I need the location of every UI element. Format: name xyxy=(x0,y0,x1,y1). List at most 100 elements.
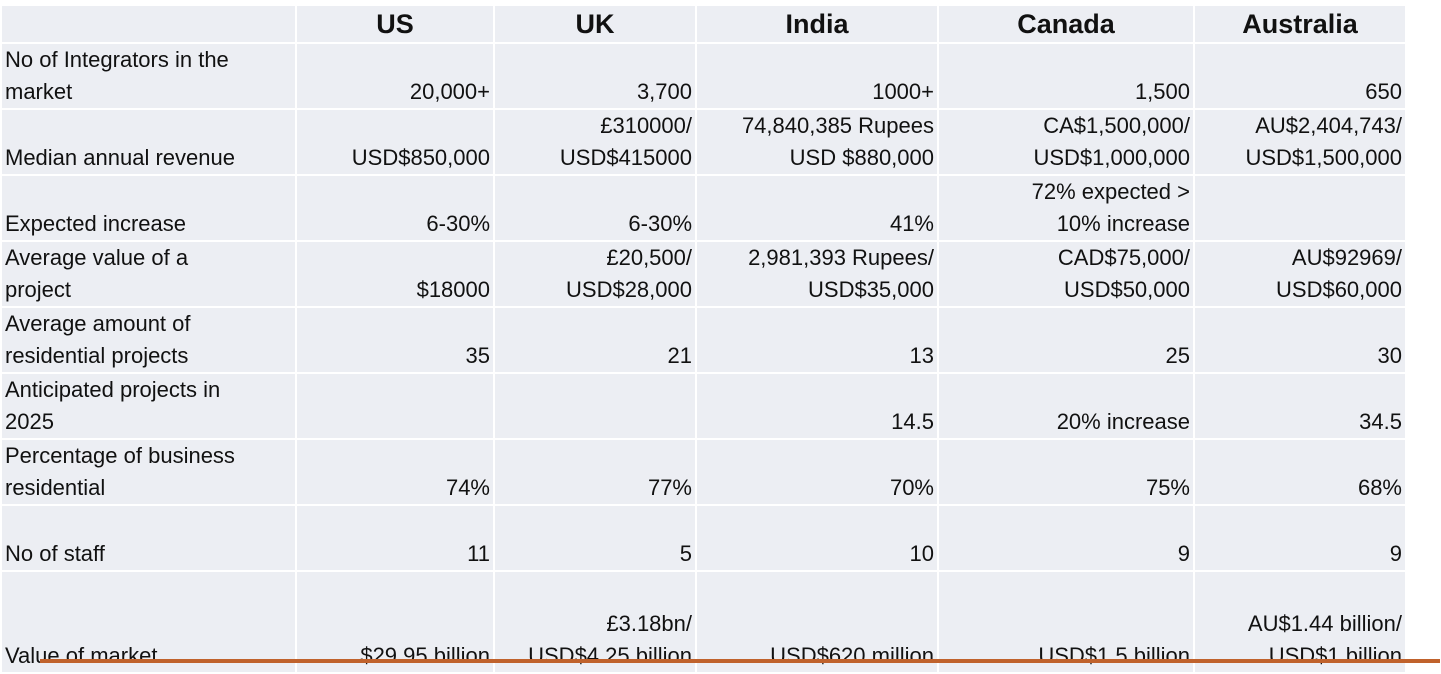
cell-value-line: 10% increase xyxy=(1056,211,1190,236)
cell-canada: CA$1,500,000/USD$1,000,000 xyxy=(939,110,1193,174)
cell-canada: 25 xyxy=(939,308,1193,372)
cell-us: 20,000+ xyxy=(297,44,493,108)
header-australia: Australia xyxy=(1195,6,1405,42)
row-label-line: residential xyxy=(5,475,106,500)
cell-value-line: 75% xyxy=(1145,475,1190,500)
cell-canada: 72% expected > 10% increase xyxy=(939,176,1193,240)
cell-value-line: USD$35,000 xyxy=(808,277,934,302)
row-label-line: Anticipated projects in xyxy=(5,377,221,402)
row-label-line: No of Integrators in the xyxy=(5,47,229,72)
cell-value-line xyxy=(498,406,692,438)
cell-value-line: 21 xyxy=(667,343,692,368)
cell-value-line: USD$1,000,000 xyxy=(1033,145,1190,170)
header-uk: UK xyxy=(495,6,695,42)
cell-value-line: 9 xyxy=(1389,541,1402,566)
table-row: Average value of a project $18000 £20,500/U… xyxy=(2,242,1405,306)
cell-uk: £310000/USD$415000 xyxy=(495,110,695,174)
cell-uk: £3.18bn/USD$4.25 billion xyxy=(495,572,695,672)
header-row: US UK India Canada Australia xyxy=(2,6,1405,42)
row-label-line: Expected increase xyxy=(5,211,186,236)
header-canada: Canada xyxy=(939,6,1193,42)
cell-us: 35 xyxy=(297,308,493,372)
row-label-line xyxy=(5,608,292,640)
header-blank xyxy=(2,6,295,42)
cell-value-line: CA$1,500,000/ xyxy=(1043,113,1190,138)
cell-value-line: 35 xyxy=(465,343,490,368)
cell-uk: 6-30% xyxy=(495,176,695,240)
cell-india: 13 xyxy=(697,308,937,372)
row-label-line: 2025 xyxy=(5,409,54,434)
cell-india: 2,981,393 Rupees/USD$35,000 xyxy=(697,242,937,306)
row-label-line: Median annual revenue xyxy=(5,145,235,170)
cell-us: $29.95 billion xyxy=(297,572,493,672)
cell-canada: 1,500 xyxy=(939,44,1193,108)
row-label-line: No of staff xyxy=(5,541,105,566)
table-row: No of Integrators in the market 20,000+ 3,7… xyxy=(2,44,1405,108)
cell-value-line: 20% increase xyxy=(1056,409,1190,434)
row-label: No of staff xyxy=(2,506,295,570)
cell-value-line: 6-30% xyxy=(426,211,490,236)
cell-value-line: AU$1.44 billion/ xyxy=(1247,611,1402,636)
cell-uk: £20,500/USD$28,000 xyxy=(495,242,695,306)
cell-value-line: USD$4.25 billion xyxy=(528,643,692,668)
cell-value-line: 1000+ xyxy=(872,79,934,104)
cell-australia: 34.5 xyxy=(1195,374,1405,438)
cell-australia: 30 xyxy=(1195,308,1405,372)
row-label: No of Integrators in the market xyxy=(2,44,295,108)
cell-uk xyxy=(495,374,695,438)
cell-australia: 650 xyxy=(1195,44,1405,108)
cell-value-line: 41% xyxy=(889,211,934,236)
cell-value-line: 13 xyxy=(909,343,934,368)
row-label-line xyxy=(5,176,292,208)
cell-value-line: 14.5 xyxy=(891,409,934,434)
cell-value-line: 5 xyxy=(679,541,692,566)
row-label-line: residential projects xyxy=(5,343,189,368)
cell-australia: AU$2,404,743/USD$1,500,000 xyxy=(1195,110,1405,174)
cell-us: 6-30% xyxy=(297,176,493,240)
cell-value-line: 72% expected > xyxy=(1031,179,1190,204)
cell-value-line: USD$1 billion xyxy=(1268,643,1402,668)
cell-value-line: USD $880,000 xyxy=(789,145,934,170)
comparison-table: US UK India Canada Australia No of Integ… xyxy=(0,4,1407,674)
cell-value-line: 30 xyxy=(1377,343,1402,368)
cell-value-line: 34.5 xyxy=(1359,409,1402,434)
cell-value-line xyxy=(300,406,490,438)
cell-us: USD$850,000 xyxy=(297,110,493,174)
cell-canada: 9 xyxy=(939,506,1193,570)
cell-canada: 75% xyxy=(939,440,1193,504)
row-label-line: Value of market xyxy=(5,643,158,668)
row-label: Average amount of residential projects xyxy=(2,308,295,372)
cell-value-line: USD$1,500,000 xyxy=(1245,145,1402,170)
cell-australia: 9 xyxy=(1195,506,1405,570)
cell-australia: 68% xyxy=(1195,440,1405,504)
cell-uk: 5 xyxy=(495,506,695,570)
cell-australia: AU$1.44 billion/USD$1 billion xyxy=(1195,572,1405,672)
cell-value-line: 1,500 xyxy=(1134,79,1190,104)
cell-value-line: USD$850,000 xyxy=(351,145,490,170)
cell-value-line: USD$1.5 billion xyxy=(1038,643,1190,668)
cell-value-line: USD$620 million xyxy=(770,643,934,668)
cell-uk: 3,700 xyxy=(495,44,695,108)
cell-value-line: £20,500/ xyxy=(606,245,692,270)
cell-india: 70% xyxy=(697,440,937,504)
table-row: Average amount of residential projects 35 2… xyxy=(2,308,1405,372)
cell-value-line: USD$50,000 xyxy=(1064,277,1190,302)
accent-divider xyxy=(40,659,1440,663)
cell-value-line xyxy=(1198,208,1402,240)
row-label-line: Average value of a xyxy=(5,245,189,270)
cell-us xyxy=(297,374,493,438)
cell-value-line: 9 xyxy=(1177,541,1190,566)
cell-value-line: $29.95 billion xyxy=(360,643,490,668)
cell-value-line: 74,840,385 Rupees xyxy=(741,113,934,138)
row-label: Median annual revenue xyxy=(2,110,295,174)
row-label-line xyxy=(5,576,292,608)
row-label: Average value of a project xyxy=(2,242,295,306)
cell-india: 10 xyxy=(697,506,937,570)
cell-india: 1000+ xyxy=(697,44,937,108)
cell-value-line: 3,700 xyxy=(636,79,692,104)
cell-value-line: 650 xyxy=(1365,79,1402,104)
cell-us: 74% xyxy=(297,440,493,504)
cell-value-line: AU$2,404,743/ xyxy=(1255,113,1402,138)
cell-uk: 77% xyxy=(495,440,695,504)
cell-value-line: 70% xyxy=(889,475,934,500)
